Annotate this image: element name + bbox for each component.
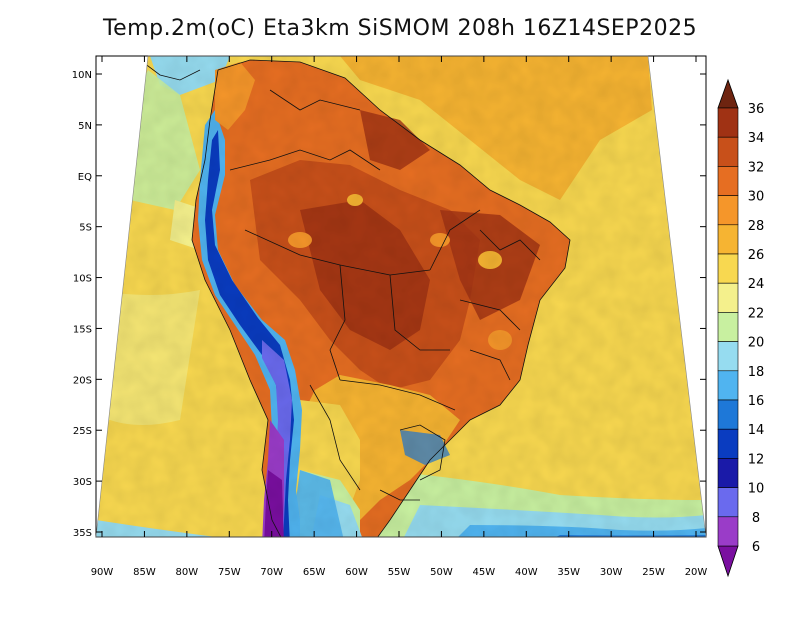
temperature-colorbar: 36 34 32 30 28 26 24 22 20 18 16 14 12 10 8 6 [717,78,765,578]
lon-tick-label: 25W [642,567,665,578]
lon-tick-label: 85W [133,567,156,578]
colorbar-segment [717,136,739,167]
lat-tick-label: EQ [78,172,92,183]
lon-tick-label: 75W [218,567,241,578]
lon-tick-label: 65W [303,567,326,578]
colorbar-segment [717,341,739,372]
lon-tick-label: 55W [388,567,411,578]
colorbar-segment [717,195,739,226]
colorbar-segment [717,282,739,313]
colorbar-segment [717,312,739,342]
colorbar-label: 24 [748,277,765,292]
lon-tick-label: 60W [345,567,368,578]
longitude-axis: 90W 85W 80W 75W 70W 65W 60W 55W 50W 45W 40W 35W 30W 2… [91,56,708,578]
colorbar-upper-arrow [717,78,739,109]
colorbar-label: 10 [748,482,765,497]
latitude-axis: 10N 5N EQ 5S 10S 15S 20S 25S 30S 35S [72,70,706,539]
colorbar-segment [717,458,739,488]
colorbar-label: 30 [748,190,765,205]
colorbar-segment [717,224,739,255]
colorbar-label: 12 [748,452,765,467]
colorbar-label: 20 [748,336,765,351]
colorbar-segment [717,487,739,518]
lon-tick-label: 50W [430,567,453,578]
lon-tick-label: 90W [91,567,114,578]
colorbar-segment [717,253,739,284]
lon-tick-label: 35W [557,567,580,578]
colorbar-label: 34 [748,131,765,146]
lon-tick-label: 40W [515,567,538,578]
colorbar-segment [717,166,739,196]
colorbar-label: 8 [752,511,760,526]
colorbar-segment [717,107,739,138]
colorbar-segment [717,516,739,547]
lon-tick-label: 80W [176,567,199,578]
lat-tick-label: 15S [73,324,92,335]
colorbar-lower-arrow [717,545,739,578]
colorbar-label: 28 [748,219,765,234]
lat-tick-label: 35S [73,528,92,539]
colorbar-segment [717,428,739,459]
lat-tick-label: 5N [78,121,92,132]
lat-tick-label: 30S [73,477,92,488]
lat-tick-label: 5S [79,223,92,234]
colorbar-label: 14 [748,423,765,438]
colorbar-segment [717,370,739,401]
lon-tick-label: 20W [685,567,708,578]
colorbar-label: 32 [748,160,765,175]
lat-tick-label: 10S [73,274,92,285]
lon-tick-label: 70W [260,567,283,578]
colorbar-label: 16 [748,394,765,409]
colorbar-segment [717,399,739,430]
colorbar-label: 6 [752,540,760,555]
lon-tick-label: 45W [473,567,496,578]
colorbar-label: 36 [748,102,765,117]
colorbar-label: 18 [748,365,765,380]
temperature-field [96,56,706,537]
lat-tick-label: 10N [72,70,92,81]
colorbar-label: 26 [748,248,765,263]
lat-tick-label: 25S [73,426,92,437]
lon-tick-label: 30W [600,567,623,578]
map-title: Temp.2m(oC) Eta3km SiSMOM 208h 16Z14SEP2… [102,16,698,41]
lat-tick-label: 20S [73,375,92,386]
colorbar-label: 22 [748,306,765,321]
